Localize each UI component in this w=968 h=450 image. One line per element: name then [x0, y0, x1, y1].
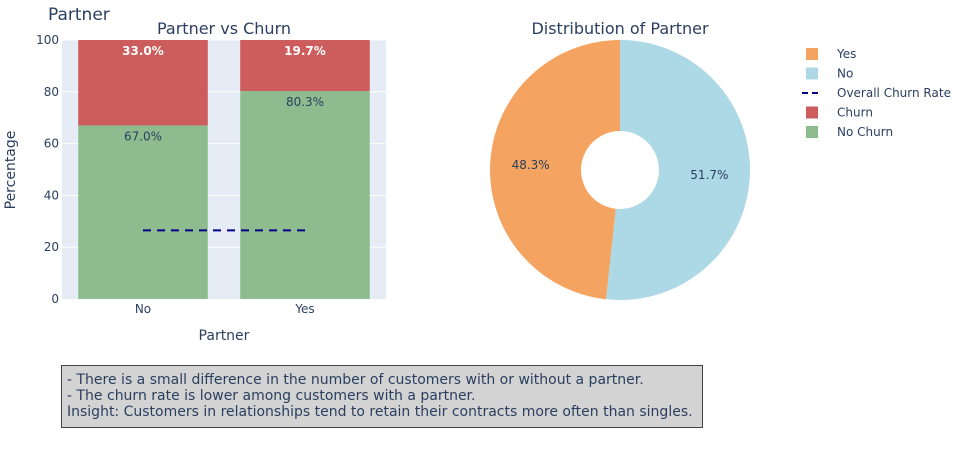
legend-swatch [806, 126, 818, 138]
bar-chart-title: Partner vs Churn [157, 19, 291, 38]
y-tick-labels: 0 20 40 60 80 100 [36, 33, 59, 306]
legend-label: Churn [837, 106, 873, 120]
page-title: Partner [48, 5, 110, 25]
pie-slice-label: 48.3% [512, 158, 550, 172]
insight-line: Insight: Customers in relationships tend… [67, 404, 693, 420]
legend-item[interactable]: No Churn [806, 125, 893, 139]
x-tick-labels: No Yes [135, 302, 315, 316]
insight-line: - There is a small difference in the num… [67, 372, 644, 388]
bar-no-churn [240, 91, 370, 299]
bar-data-label: 67.0% [124, 129, 162, 143]
legend-swatch [806, 106, 818, 119]
legend-swatch [806, 67, 818, 80]
legend-item[interactable]: Churn [806, 106, 873, 120]
pie-slice-no [606, 40, 750, 300]
legend-label: No Churn [837, 125, 893, 139]
bar-no-churn [78, 125, 208, 299]
bar-data-label: 33.0% [122, 44, 164, 58]
bar-data-labels: 67.0% 33.0% 80.3% 19.7% [122, 44, 326, 143]
legend-item[interactable]: No [806, 67, 853, 81]
pie-chart-title: Distribution of Partner [531, 19, 709, 38]
insight-line: - The churn rate is lower among customer… [67, 388, 476, 404]
x-axis-label: Partner [199, 328, 250, 344]
y-tick-label: 20 [44, 240, 59, 254]
pie-chart: Distribution of Partner 48.3% 51.7% [489, 19, 750, 300]
y-tick-label: 100 [36, 33, 59, 47]
legend-swatch [806, 48, 818, 60]
legend: Yes No Overall Churn Rate Churn No Churn [802, 47, 951, 139]
y-tick-label: 60 [44, 137, 59, 151]
bar-data-label: 19.7% [284, 44, 326, 58]
y-axis-label: Percentage [3, 131, 19, 210]
legend-item[interactable]: Yes [806, 47, 856, 61]
insight-box: - There is a small difference in the num… [61, 365, 703, 428]
bar-churn [240, 40, 370, 92]
bar-data-label: 80.3% [286, 95, 324, 109]
donut-hole [581, 131, 659, 209]
bar-marks [78, 40, 370, 299]
pie-slice-label: 51.7% [690, 168, 728, 182]
legend-label: Overall Churn Rate [837, 86, 951, 100]
y-tick-label: 0 [51, 292, 59, 306]
pie-slices [489, 40, 750, 300]
y-tick-label: 40 [44, 188, 59, 202]
legend-item[interactable]: Overall Churn Rate [802, 86, 951, 100]
x-tick-label: No [135, 302, 151, 316]
y-tick-label: 80 [44, 85, 59, 99]
bar-churn [78, 40, 208, 126]
legend-label: No [837, 67, 853, 81]
pie-slice-labels: 48.3% 51.7% [512, 158, 729, 182]
x-tick-label: Yes [294, 302, 314, 316]
legend-label: Yes [836, 47, 856, 61]
pie-slice-yes [489, 40, 620, 300]
